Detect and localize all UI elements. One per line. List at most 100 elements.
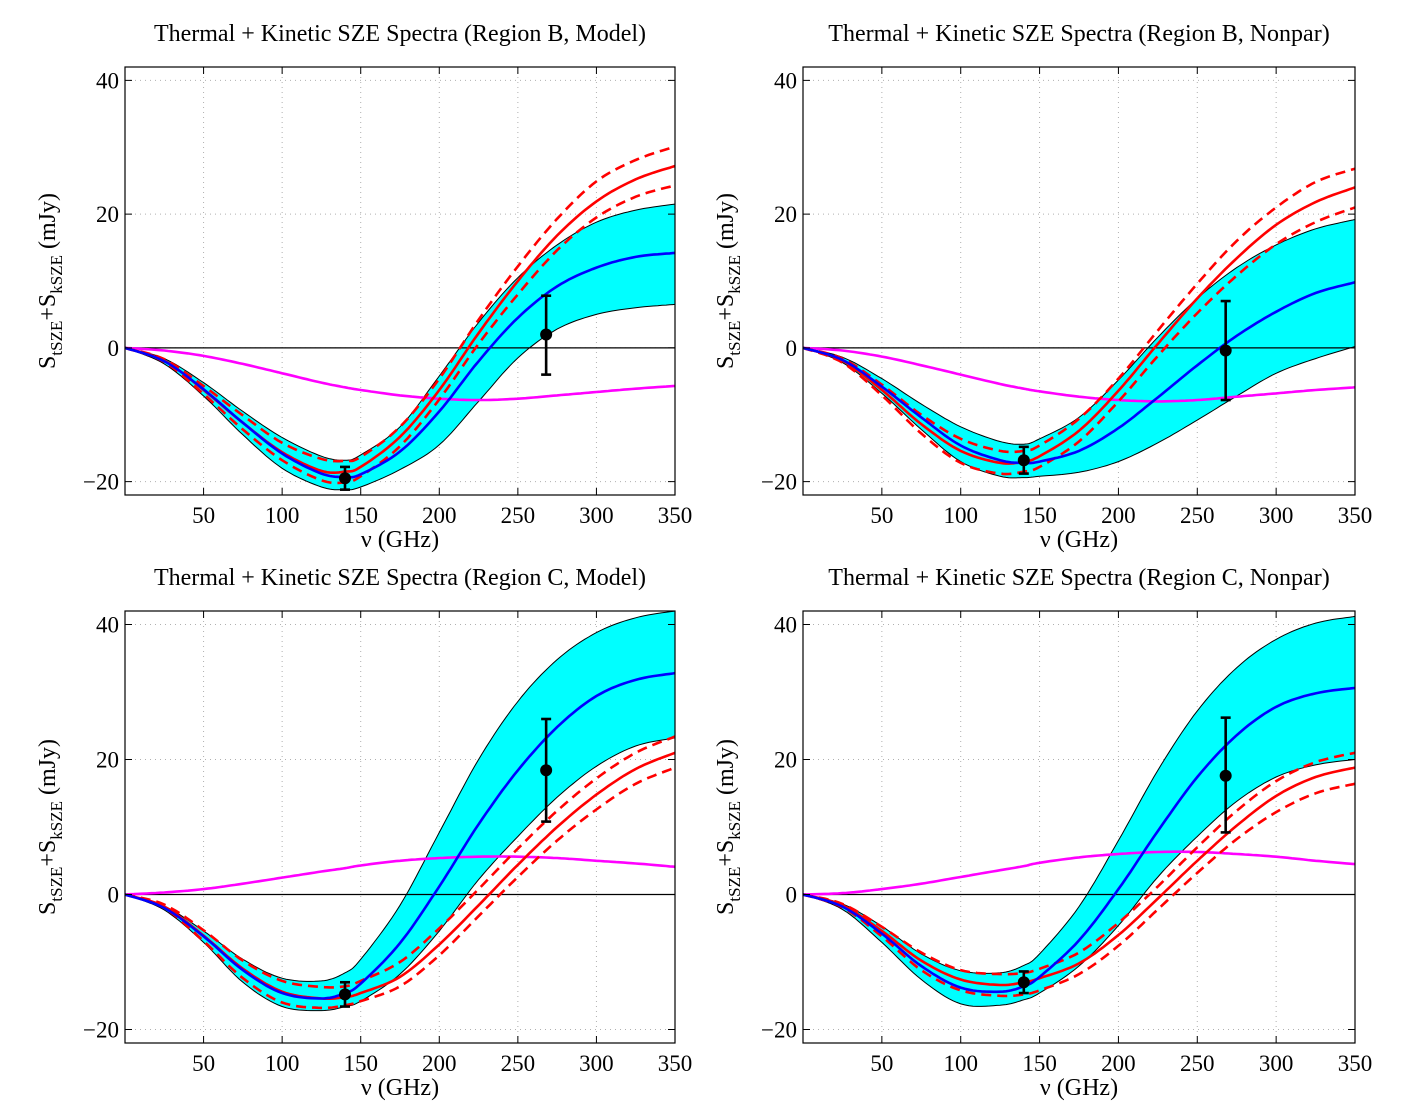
band-lower-edge xyxy=(125,303,675,491)
x-tick-label: 150 xyxy=(1022,1051,1057,1076)
x-axis-label: ν (GHz) xyxy=(361,527,439,553)
x-tick-label: 300 xyxy=(579,503,614,528)
x-tick-label: 350 xyxy=(1338,503,1373,528)
panel-region-c-nonpar: 50 100 150 200 250 300 350 −20 0 20 40 Thermal + Ki… xyxy=(713,565,1372,1101)
y-axis-label-sub1: tSZE xyxy=(47,321,66,356)
y-axis-label-main: S xyxy=(713,356,739,369)
x-tick-label: 200 xyxy=(1101,503,1136,528)
band-lower-edge xyxy=(803,759,1355,1007)
thermal-upper-dashed-line xyxy=(125,735,675,989)
data-point xyxy=(540,764,553,777)
y-tick-label: 20 xyxy=(96,202,119,227)
x-tick-label: 300 xyxy=(579,1051,614,1076)
y-axis-label-sub2: kSZE xyxy=(47,255,66,294)
y-axis-label-main: S xyxy=(713,902,739,915)
band-lower-edge xyxy=(125,737,675,1012)
y-tick-label: 20 xyxy=(96,748,119,773)
y-axis-label-sub1: tSZE xyxy=(725,321,744,356)
data-point xyxy=(339,472,351,485)
x-tick-label: 150 xyxy=(1022,503,1057,528)
axes-frame xyxy=(124,66,676,496)
y-axis-label-plus: +S xyxy=(35,840,61,867)
chart-title: Thermal + Kinetic SZE Spectra (Region C,… xyxy=(828,565,1329,591)
kinetic-sze-line xyxy=(125,855,675,896)
data-point xyxy=(339,988,351,1001)
chart-title: Thermal + Kinetic SZE Spectra (Region B,… xyxy=(828,21,1329,47)
x-tick-label: 150 xyxy=(343,1051,378,1076)
total-sze-line xyxy=(125,671,675,1000)
x-tick-label: 200 xyxy=(422,503,457,528)
x-tick-label: 350 xyxy=(1338,1051,1373,1076)
band-lower-edge xyxy=(803,346,1355,479)
total-sze-line xyxy=(803,686,1355,994)
data-point xyxy=(1017,976,1030,989)
y-tick-label: 0 xyxy=(786,883,798,908)
x-tick-label: 50 xyxy=(192,503,215,528)
y-axis-label-unit: (mJy) xyxy=(713,739,739,801)
y-axis-label: StSZE+SkSZE (mJy) xyxy=(35,193,66,369)
y-axis-label-sub1: tSZE xyxy=(725,867,744,902)
y-tick-label: 20 xyxy=(774,202,797,227)
x-tick-label: 100 xyxy=(265,1051,300,1076)
x-tick-label: 50 xyxy=(870,503,893,528)
y-tick-label: −20 xyxy=(83,1018,119,1043)
thermal-lower-dashed-line xyxy=(125,184,675,485)
kinetic-sze-line xyxy=(803,346,1355,403)
y-tick-label: −20 xyxy=(761,1018,797,1043)
chart-title: Thermal + Kinetic SZE Spectra (Region C,… xyxy=(154,565,646,591)
x-tick-label: 50 xyxy=(192,1051,215,1076)
y-tick-label: 40 xyxy=(96,68,119,93)
x-tick-label: 300 xyxy=(1259,503,1294,528)
y-axis-label-main: S xyxy=(35,356,61,369)
x-tick-label: 100 xyxy=(943,1051,978,1076)
data-point xyxy=(1219,769,1232,782)
y-axis-label-sub1: tSZE xyxy=(47,867,66,902)
y-tick-label: 20 xyxy=(774,748,797,773)
x-tick-label: 200 xyxy=(1101,1051,1136,1076)
y-tick-label: 0 xyxy=(108,883,120,908)
thermal-upper-dashed-line xyxy=(125,145,675,463)
kinetic-sze-line xyxy=(803,850,1355,896)
axes-frame xyxy=(124,610,676,1044)
x-tick-label: 100 xyxy=(265,503,300,528)
x-axis-label: ν (GHz) xyxy=(1040,1075,1118,1101)
x-tick-label: 350 xyxy=(658,1051,693,1076)
axes-frame xyxy=(802,610,1356,1044)
uncertainty-band xyxy=(803,616,1355,1007)
y-tick-label: 40 xyxy=(96,613,119,638)
y-axis-label-sub2: kSZE xyxy=(725,801,744,840)
thermal-lower-dashed-line xyxy=(803,782,1355,998)
y-tick-label: 40 xyxy=(774,613,797,638)
x-axis-label: ν (GHz) xyxy=(361,1075,439,1101)
x-axis-label: ν (GHz) xyxy=(1040,527,1118,553)
y-axis-label-plus: +S xyxy=(713,294,739,321)
y-axis-label-unit: (mJy) xyxy=(35,193,61,255)
uncertainty-band xyxy=(125,611,675,1011)
band-upper-edge xyxy=(803,615,1355,974)
data-point xyxy=(540,328,553,341)
y-axis-label-sub2: kSZE xyxy=(47,801,66,840)
x-tick-label: 100 xyxy=(943,503,978,528)
y-tick-label: 40 xyxy=(774,68,797,93)
axes-frame xyxy=(802,66,1356,496)
y-axis-label-main: S xyxy=(35,902,61,915)
y-tick-label: 0 xyxy=(108,336,120,361)
plot-content xyxy=(803,615,1355,1007)
y-axis-label-plus: +S xyxy=(713,840,739,867)
thermal-sze-line xyxy=(803,186,1355,465)
y-tick-label: −20 xyxy=(761,470,797,495)
band-upper-edge xyxy=(803,219,1355,445)
uncertainty-band xyxy=(803,219,1355,478)
y-tick-label: −20 xyxy=(83,470,119,495)
y-axis-label: StSZE+SkSZE (mJy) xyxy=(35,739,66,915)
panel-region-b-nonpar: 50 100 150 200 250 300 350 −20 0 20 40 Thermal + Ki… xyxy=(713,21,1372,553)
x-tick-label: 150 xyxy=(343,503,378,528)
thermal-upper-dashed-line xyxy=(803,167,1355,454)
data-point xyxy=(1219,344,1232,357)
uncertainty-band xyxy=(125,204,675,490)
data-point xyxy=(1017,454,1030,467)
total-sze-line xyxy=(803,281,1355,465)
y-axis-label-plus: +S xyxy=(35,294,61,321)
y-axis-label-unit: (mJy) xyxy=(713,193,739,255)
